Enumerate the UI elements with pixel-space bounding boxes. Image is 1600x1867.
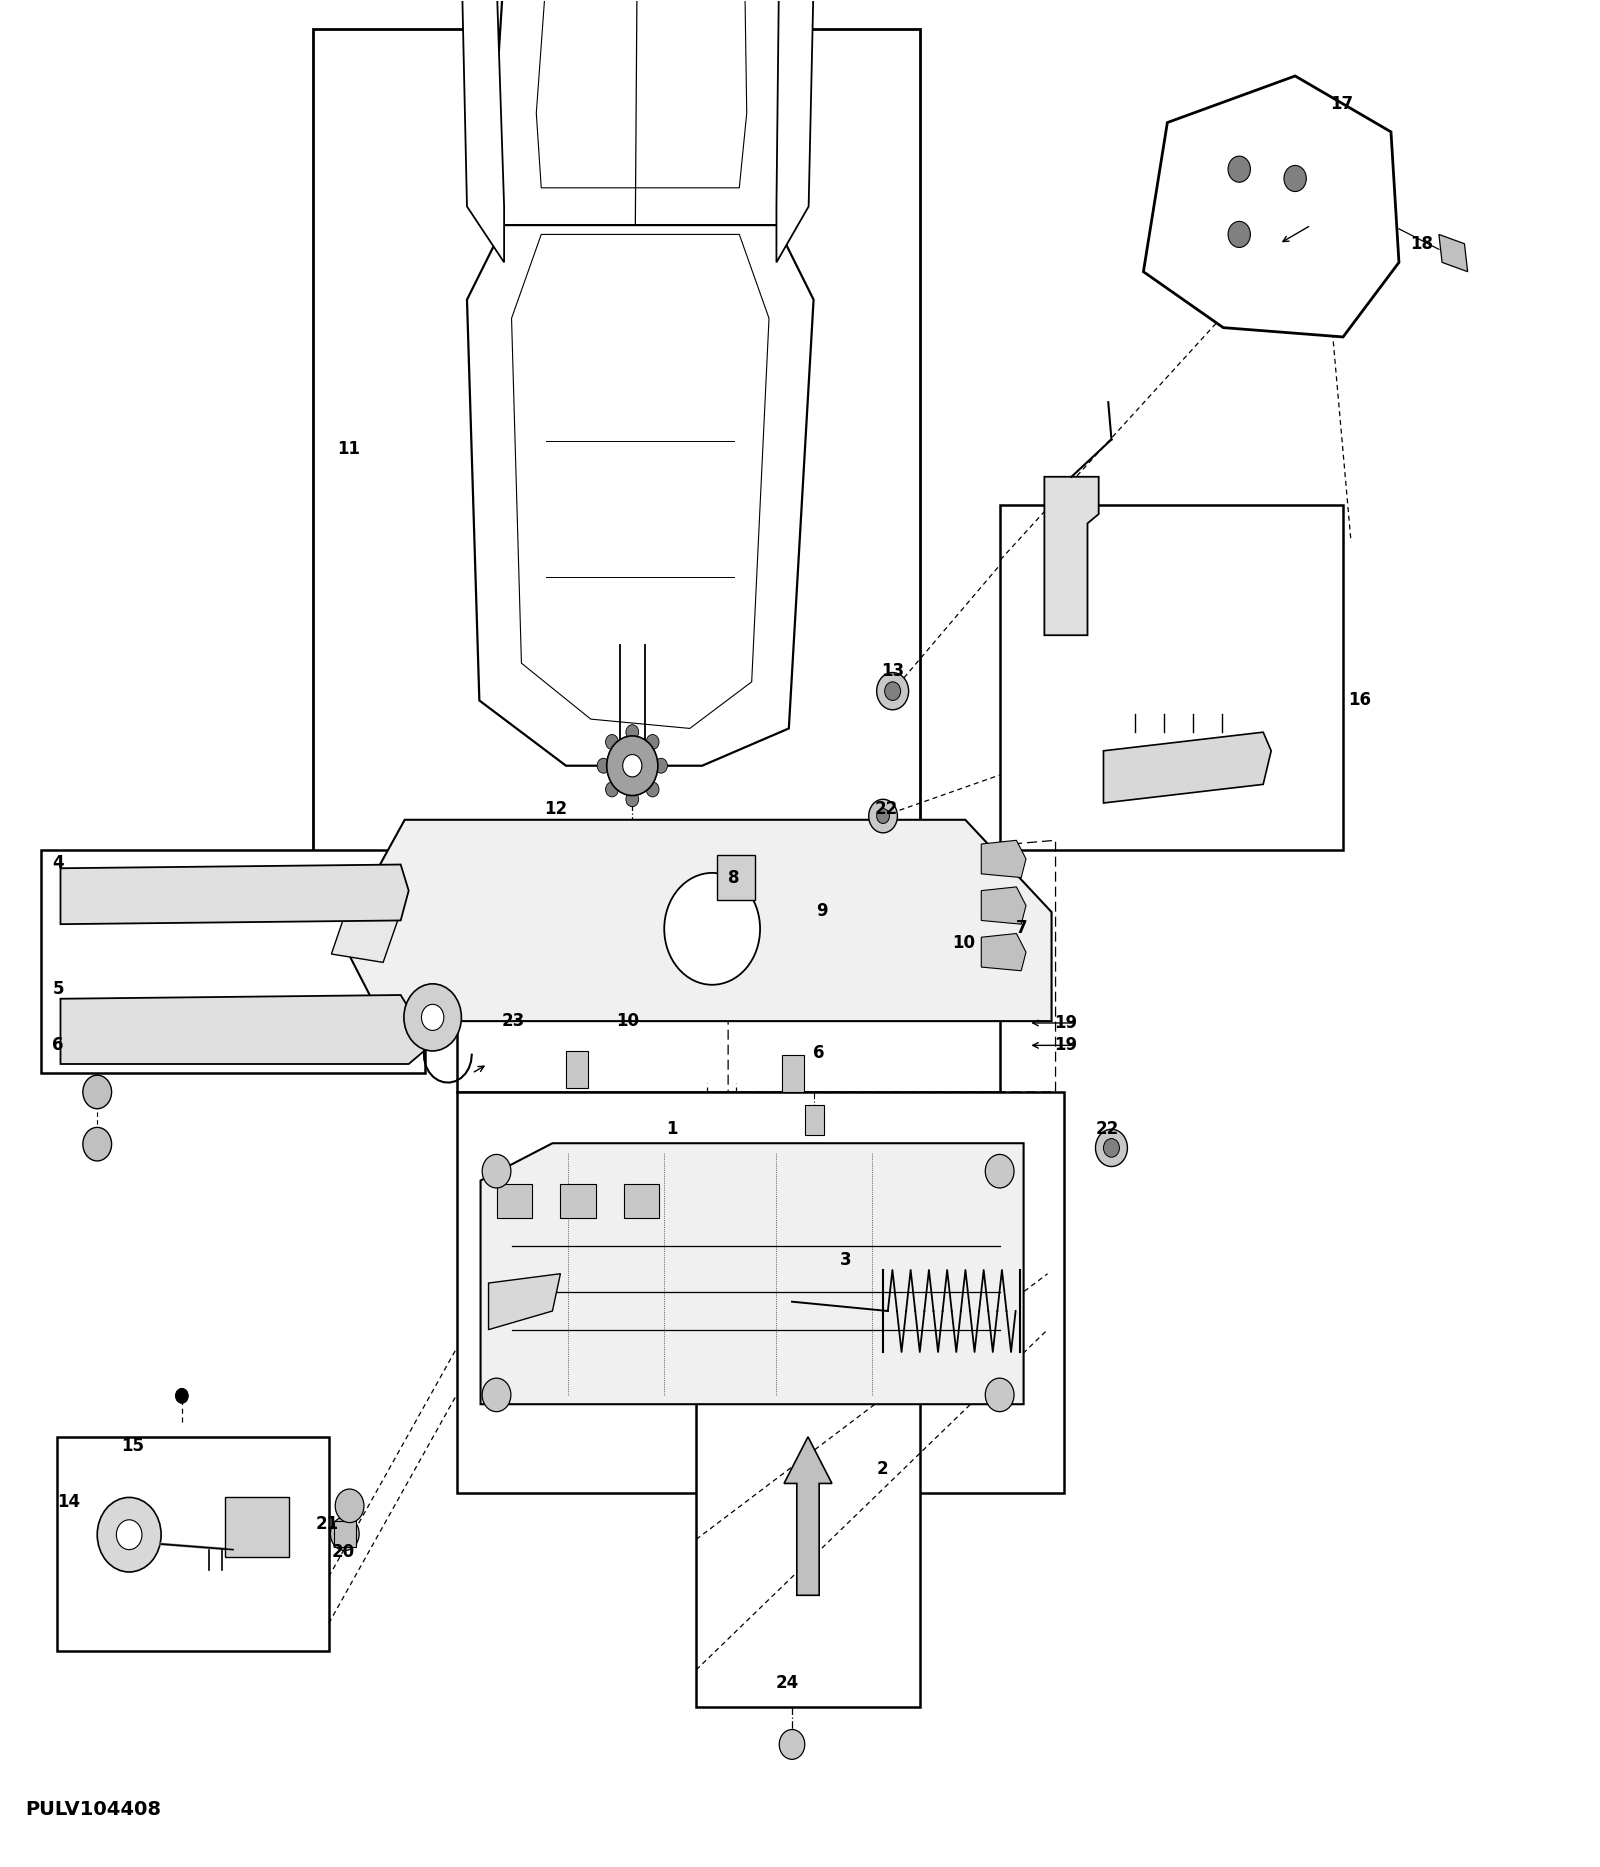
Text: 13: 13 <box>882 661 904 680</box>
Bar <box>624 1184 659 1217</box>
Text: 9: 9 <box>816 902 827 920</box>
Text: 6: 6 <box>53 1036 64 1055</box>
Text: PULV104408: PULV104408 <box>26 1800 162 1818</box>
Bar <box>805 1105 824 1135</box>
Circle shape <box>597 758 610 773</box>
Text: 1: 1 <box>666 1120 677 1139</box>
Text: 10: 10 <box>616 1012 640 1031</box>
Polygon shape <box>61 995 437 1064</box>
Bar <box>456 1092 1064 1494</box>
Polygon shape <box>61 864 408 924</box>
Bar <box>334 1522 355 1548</box>
Circle shape <box>1229 157 1251 183</box>
Circle shape <box>83 1128 112 1161</box>
Text: 22: 22 <box>875 799 898 818</box>
Polygon shape <box>339 820 1051 1021</box>
Bar <box>560 1184 595 1217</box>
Bar <box>456 849 1000 1092</box>
Text: 6: 6 <box>813 1044 824 1062</box>
Polygon shape <box>981 887 1026 924</box>
Text: 3: 3 <box>840 1251 851 1270</box>
Bar <box>1000 504 1342 849</box>
Bar <box>58 1438 330 1650</box>
Circle shape <box>176 1389 189 1404</box>
Text: 7: 7 <box>1016 919 1027 937</box>
Circle shape <box>331 1518 358 1551</box>
Polygon shape <box>784 1438 832 1594</box>
Text: 14: 14 <box>58 1494 80 1510</box>
Text: 21: 21 <box>317 1516 339 1533</box>
Circle shape <box>622 754 642 777</box>
Text: 19: 19 <box>1054 1014 1077 1032</box>
Polygon shape <box>331 900 405 962</box>
Circle shape <box>605 734 618 749</box>
Circle shape <box>986 1378 1014 1411</box>
Circle shape <box>117 1520 142 1550</box>
Polygon shape <box>1045 476 1099 635</box>
Polygon shape <box>480 1143 1024 1404</box>
Circle shape <box>1283 166 1306 192</box>
Bar <box>717 855 755 900</box>
Text: 15: 15 <box>122 1438 144 1454</box>
Circle shape <box>1104 1139 1120 1158</box>
Polygon shape <box>536 0 747 189</box>
Text: 19: 19 <box>1054 1036 1077 1055</box>
Circle shape <box>626 724 638 739</box>
Circle shape <box>885 681 901 700</box>
Text: 5: 5 <box>53 980 64 999</box>
Bar <box>696 1372 920 1706</box>
Text: 24: 24 <box>776 1675 800 1692</box>
Circle shape <box>1229 222 1251 248</box>
Circle shape <box>605 782 618 797</box>
Text: 16: 16 <box>1347 691 1371 709</box>
Circle shape <box>403 984 461 1051</box>
Polygon shape <box>981 840 1026 877</box>
Text: 11: 11 <box>338 441 360 457</box>
Polygon shape <box>462 0 504 263</box>
Circle shape <box>606 736 658 795</box>
Circle shape <box>654 758 667 773</box>
Polygon shape <box>496 0 784 245</box>
Bar <box>42 849 424 1074</box>
Bar <box>782 1055 803 1092</box>
Polygon shape <box>1144 77 1398 336</box>
Text: 12: 12 <box>544 799 568 818</box>
Text: 18: 18 <box>1410 235 1434 252</box>
Text: 10: 10 <box>952 934 974 952</box>
Polygon shape <box>1104 732 1270 803</box>
Bar <box>496 1184 531 1217</box>
Circle shape <box>646 782 659 797</box>
Circle shape <box>482 1154 510 1187</box>
Text: 22: 22 <box>1096 1120 1118 1139</box>
Bar <box>566 1051 589 1088</box>
Circle shape <box>877 808 890 823</box>
Circle shape <box>98 1497 162 1572</box>
Circle shape <box>626 792 638 807</box>
Circle shape <box>421 1004 443 1031</box>
Polygon shape <box>512 235 770 728</box>
Text: 4: 4 <box>53 853 64 872</box>
Polygon shape <box>488 1273 560 1329</box>
Circle shape <box>1096 1130 1128 1167</box>
Text: 2: 2 <box>877 1460 888 1477</box>
Polygon shape <box>467 226 813 765</box>
Circle shape <box>986 1154 1014 1187</box>
Polygon shape <box>776 0 813 263</box>
Circle shape <box>869 799 898 833</box>
Circle shape <box>482 1378 510 1411</box>
Text: 17: 17 <box>1330 95 1354 112</box>
Polygon shape <box>226 1497 290 1557</box>
Polygon shape <box>981 934 1026 971</box>
Text: 23: 23 <box>501 1012 525 1031</box>
Circle shape <box>646 734 659 749</box>
Circle shape <box>83 1075 112 1109</box>
Circle shape <box>779 1729 805 1759</box>
Circle shape <box>877 672 909 709</box>
Circle shape <box>336 1490 363 1523</box>
Polygon shape <box>1438 235 1467 273</box>
Text: 8: 8 <box>728 868 739 887</box>
Circle shape <box>664 874 760 984</box>
Bar <box>314 30 920 868</box>
Text: 20: 20 <box>333 1544 355 1561</box>
